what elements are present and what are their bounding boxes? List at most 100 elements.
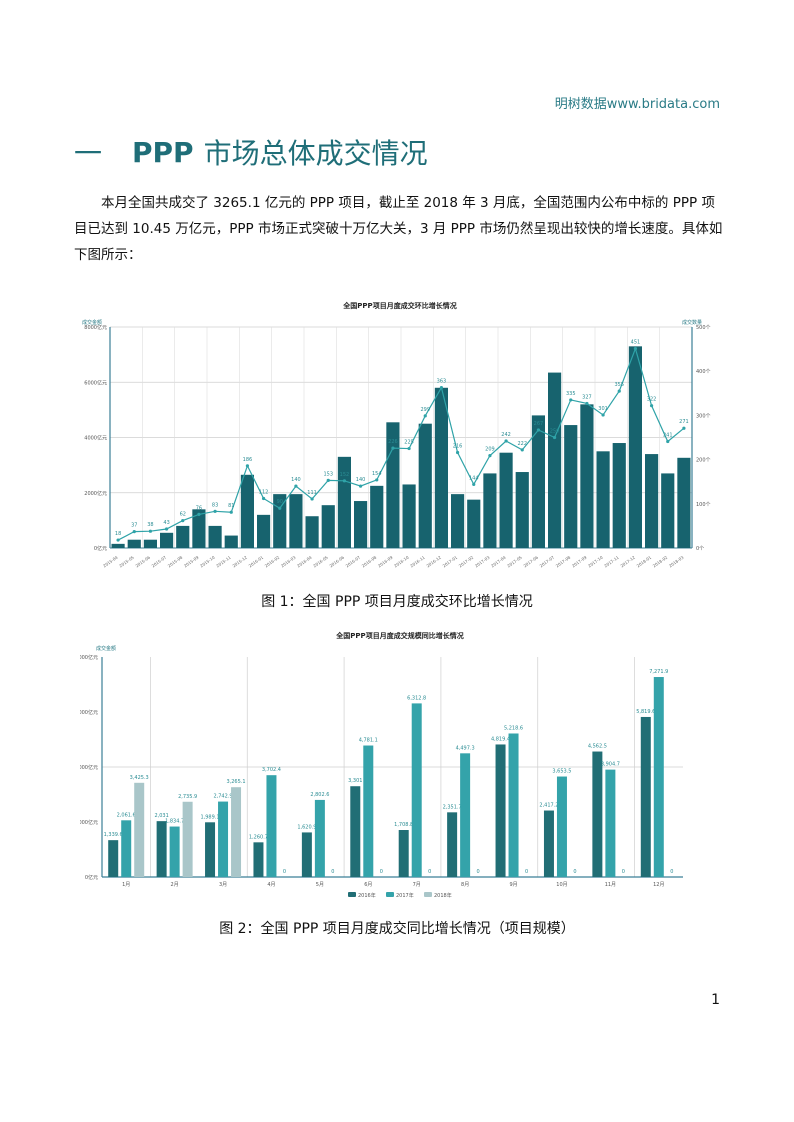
chart1-point-label: 267	[534, 421, 544, 427]
chart1-bar	[257, 514, 271, 548]
chart1-bar	[289, 494, 303, 548]
chart2-bar-label: 0	[477, 869, 480, 875]
chart1-right-tick: 300个	[696, 413, 711, 419]
chart2-bar-label: 3,301	[348, 778, 362, 784]
page-number: 1	[711, 992, 720, 1008]
chart2-bar-label: 4,819.4	[491, 736, 510, 742]
chart2-x-label: 2月	[171, 882, 179, 888]
chart2-bar-2016年	[156, 821, 167, 877]
chart1-point-label: 154	[372, 471, 382, 477]
chart2-bar-2016年	[350, 786, 361, 877]
chart1-bar	[224, 535, 238, 548]
chart2-bar-label: 4,781.1	[359, 738, 378, 744]
chart2-bar-label: 1,834.7	[165, 819, 184, 825]
chart1-point-label: 37	[131, 523, 137, 529]
chart2-bar-label: 2,031	[154, 813, 168, 819]
chart1-x-label: 2017-05	[506, 554, 523, 568]
chart2-bar-2016年	[495, 744, 506, 877]
chart1-point-label: 186	[243, 457, 253, 463]
figure-2-caption: 图 2：全国 PPP 项目月度成交同比增长情况（项目规模）	[219, 921, 575, 937]
chart2-bar-2017年	[653, 677, 664, 877]
chart1-x-label: 2015-04	[102, 554, 119, 568]
chart1-x-label: 2017-10	[587, 554, 604, 568]
chart1-x-label: 2016-02	[264, 554, 281, 568]
chart1-point-label: 112	[259, 489, 269, 495]
chart2-bar-2018年	[231, 787, 242, 877]
chart2-x-label: 10月	[556, 882, 567, 888]
chart2-bar-2016年	[108, 840, 119, 877]
chart2-bar-label: 3,653.5	[552, 769, 571, 775]
chart2-bar-label: 2,061.6	[117, 812, 136, 818]
chart2-bar-label: 6,312.8	[407, 695, 426, 701]
chart1-x-label: 2017-06	[522, 554, 539, 568]
chart1-bar	[240, 474, 254, 548]
chart1-bar	[273, 494, 287, 548]
chart1-point-label: 140	[291, 477, 301, 483]
chart2-bar-label: 5,819.6	[636, 709, 655, 715]
chart1-bar	[176, 525, 190, 548]
chart2-bar-2018年	[134, 782, 145, 877]
chart1-bar	[548, 372, 562, 548]
chart1-left-tick: 4000亿元	[84, 435, 107, 442]
chart2-y-tick: 0亿元	[85, 874, 98, 881]
chart2-y-axis-label: 成交金额	[96, 645, 116, 652]
chart2-bar-2016年	[543, 810, 554, 877]
chart1-point-label: 216	[453, 444, 463, 450]
chart1-bar	[661, 473, 675, 548]
chart2-bar-label: 3,425.3	[130, 775, 149, 781]
chart1-bar	[564, 425, 578, 548]
chart1-bar	[531, 415, 545, 548]
chart1-left-tick: 2000亿元	[84, 490, 107, 497]
chart1-x-label: 2016-03	[280, 554, 297, 568]
chart1-right-tick: 0个	[696, 546, 704, 552]
chart1-bar	[192, 509, 206, 548]
chart2-bar-label: 0	[331, 869, 334, 875]
chart1-bar	[451, 494, 465, 548]
chart2-x-label: 3月	[219, 882, 227, 888]
chart2-y-tick: 6000亿元	[80, 709, 98, 716]
chart1-point-label: 209	[485, 447, 495, 453]
legend-label: 2018年	[434, 892, 452, 899]
chart2-bar-label: 1,708.8	[394, 822, 413, 828]
figure-1-chart: 全国PPP项目月度成交环比增长情况 成交金额 成交数量 0亿元 2000亿元 4000亿元…	[80, 295, 720, 575]
chart1-bar	[370, 485, 384, 548]
chart1-x-label: 2016-01	[248, 554, 265, 568]
chart2-bar-label: 1,989.1	[200, 814, 219, 820]
chart1-bar	[612, 443, 626, 548]
chart1-x-label: 2017-03	[474, 554, 491, 568]
chart1-x-label: 2017-04	[490, 554, 507, 568]
chart2-bar-2016年	[640, 716, 651, 877]
chart2-bar-2017年	[266, 775, 277, 877]
chart1-point-label: 90	[277, 499, 283, 505]
chart1-point-label: 335	[566, 391, 576, 397]
chart2-bar-2017年	[169, 826, 180, 877]
chart1-x-label: 2015-11	[215, 554, 232, 568]
chart2-bar-label: 2,417.2	[539, 803, 558, 809]
chart1-title: 全国PPP项目月度成交环比增长情况	[342, 301, 456, 310]
chart1-point-label: 140	[356, 477, 366, 483]
chart1-x-label: 2016-10	[393, 554, 410, 568]
chart2-bar-2018年	[182, 801, 193, 877]
chart2-title: 全国PPP项目月度成交规模同比增长情况	[335, 631, 463, 640]
chart2-x-label: 9月	[509, 882, 517, 888]
section-title-text: 市场总体成交情况	[203, 137, 428, 170]
chart2-bar-label: 1,339.6	[104, 832, 123, 838]
chart2-bar-2017年	[411, 703, 422, 877]
chart2-bar-label: 4,497.3	[456, 745, 475, 751]
chart1-x-label: 2015-07	[151, 554, 168, 568]
chart1-bar	[321, 505, 335, 548]
chart1-bar	[111, 543, 125, 548]
chart1-point-label: 301	[598, 406, 608, 412]
chart1-right-axis-label: 成交数量	[682, 319, 702, 326]
chart1-x-label: 2016-09	[377, 554, 394, 568]
chart1-x-label: 2017-02	[458, 554, 475, 568]
chart2-x-label: 1月	[122, 882, 130, 888]
chart1-x-label: 2015-10	[199, 554, 216, 568]
chart2-bar-2017年	[556, 776, 567, 877]
chart2-bar-label: 0	[670, 869, 673, 875]
chart2-bar-2016年	[253, 842, 264, 877]
section-title-ppp: PPP	[132, 135, 194, 169]
chart1-x-label: 2015-12	[231, 554, 248, 568]
